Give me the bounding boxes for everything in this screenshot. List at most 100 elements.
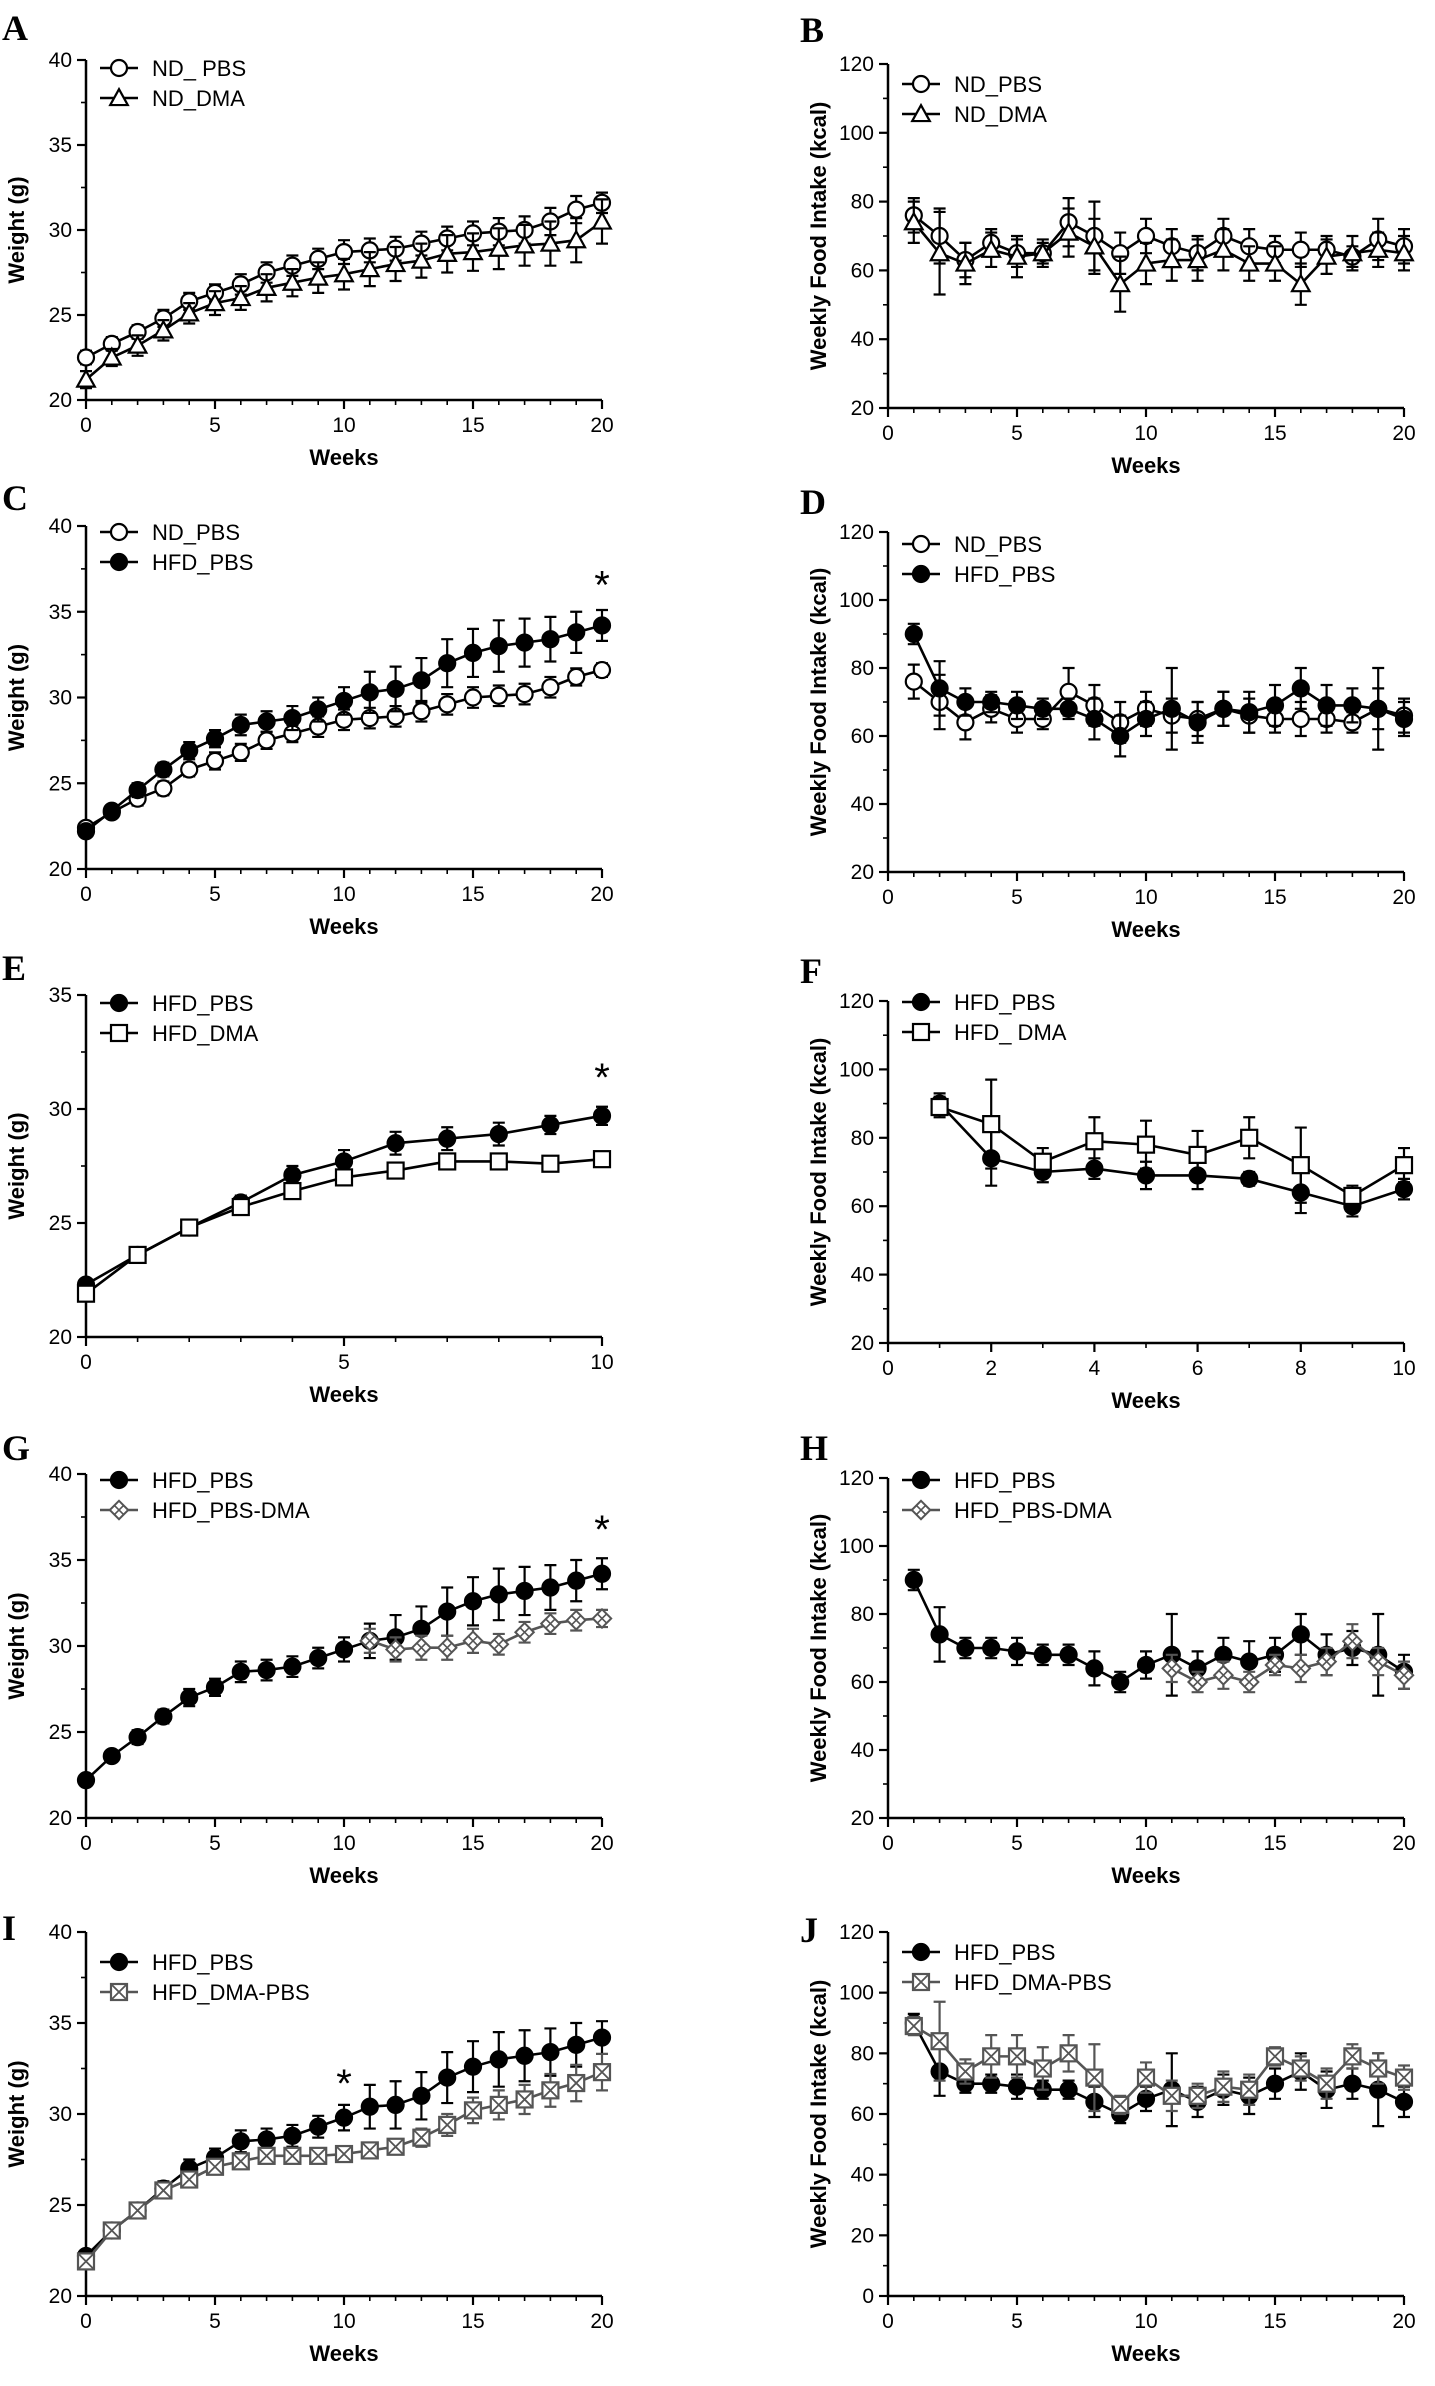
panel-g-legend-entry-2: HFD_PBS-DMA: [100, 1498, 310, 1523]
panel-i-series-2-point: [154, 2181, 173, 2200]
panel-g-legend-marker-cross: [113, 1504, 125, 1516]
panel-g-series-1-point: [257, 1660, 276, 1680]
panel-c-series-1-point: [438, 695, 457, 714]
panel-h-legend-entry-1: HFD_PBS: [902, 1468, 1055, 1493]
panel-f-series-2-point: [1033, 1152, 1052, 1171]
panel-b-series-2-point: [954, 252, 977, 272]
panel-a-series-1-point: [567, 200, 586, 219]
panel-e-significance-star: *: [594, 1056, 610, 1100]
panel-c-series-2-point: [463, 643, 483, 663]
panel-c-ytick-label: 35: [49, 601, 72, 624]
panel-h-series-1-point: [1111, 1672, 1130, 1692]
panel-e-series-2: [76, 1150, 612, 1303]
panel-g-series-2-point-cross: [442, 1642, 453, 1653]
panel-i-series-2-point: [128, 2201, 147, 2220]
panel-g-xtick-label: 10: [332, 1832, 355, 1855]
panel-c-series-2: [76, 608, 612, 841]
panel-h-series-2-point: [1238, 1671, 1260, 1693]
panel-a-series-2-point-shape: [384, 252, 407, 273]
panel-b-legend-label: ND_PBS: [954, 72, 1042, 97]
panel-i-series-2-point-cross: [567, 2074, 585, 2092]
panel-h-series-1-point-shape: [1059, 1645, 1078, 1664]
panel-h-xlabel: Weeks: [1111, 1863, 1180, 1888]
panel-e-xlabel: Weeks: [309, 1382, 378, 1407]
panel-c-significance-star: *: [594, 563, 610, 607]
panel-i-ytick-label: 35: [49, 2012, 72, 2035]
panel-j-series-2-point-cross: [1317, 2075, 1336, 2093]
panel-g-series-2-point-cross: [416, 1642, 427, 1653]
panel-g-series-1-point-shape: [567, 1571, 586, 1590]
panel-g-series-2-point-cross: [596, 1613, 608, 1624]
panel-c-series-1-point-shape: [180, 760, 199, 779]
panel-b-series-2-point: [1238, 252, 1260, 272]
panel-j-series-1-point-shape: [1007, 2077, 1027, 2096]
panel-i-series-1-point-shape: [360, 2097, 379, 2116]
panel-j-series-2-point-cross: [982, 2047, 1000, 2066]
panel-f-series-1-point: [1394, 1179, 1414, 1199]
panel-j-series-2-point: [1369, 2059, 1388, 2078]
panel-i-series-2-point-cross: [77, 2252, 95, 2271]
panel-b-series-2-point: [1341, 242, 1364, 262]
panel-f-series-2-point-shape: [1188, 1145, 1207, 1165]
panel-i-series-1-point-shape: [412, 2086, 431, 2105]
panel-j-series-1-point: [1394, 2092, 1414, 2111]
panel-i-series-2-point-cross: [154, 2181, 173, 2200]
panel-b-series-2-point: [1083, 235, 1106, 255]
panel-f-series-2-point-shape: [1033, 1152, 1052, 1171]
panel-a-series-1-point-shape: [76, 348, 96, 367]
panel-j-series-2-point: [1059, 2044, 1078, 2063]
panel-b-xtick-label: 5: [1011, 422, 1023, 445]
panel-g-legend-label: HFD_PBS-DMA: [152, 1498, 310, 1523]
panel-d-series-2-point-shape: [982, 692, 1001, 712]
panel-f-series-1-line: [938, 1102, 1405, 1208]
panel-h-series-1-point-shape: [904, 1570, 923, 1590]
panel-g-series-1-point-shape: [283, 1657, 302, 1676]
panel-g-series-2-point-cross: [364, 1635, 375, 1647]
panel-d-xtick-label: 15: [1263, 886, 1286, 909]
panel-g-series-2-point: [488, 1633, 510, 1655]
panel-b-series-2-point: [1135, 252, 1157, 272]
panel-i-series-2-point-cross: [412, 2129, 431, 2147]
panel-j-series-2: [904, 2000, 1414, 2116]
panel-h-series-1-point: [1059, 1645, 1078, 1664]
panel-g-series-1-point: [205, 1678, 225, 1697]
panel-f-series-2-point: [1240, 1128, 1259, 1147]
panel-i-xlabel: Weeks: [309, 2341, 378, 2366]
panel-d-series-1-point-shape: [956, 713, 975, 732]
panel-a-xlabel: Weeks: [309, 445, 378, 470]
panel-j-series-1-point-shape: [1265, 2074, 1285, 2093]
panel-c-series-2-point: [257, 712, 276, 731]
panel-h-xtick-label: 20: [1392, 1832, 1415, 1855]
panel-c-series-2-point: [205, 729, 225, 748]
panel-i-series-1-point: [438, 2068, 457, 2087]
panel-e-series-2-point: [541, 1154, 560, 1173]
panel-j-series-2-point-cross: [1163, 2087, 1181, 2105]
panel-b-ytick-label: 40: [851, 328, 874, 351]
panel-b-series-2-point: [1367, 238, 1389, 258]
panel-d-legend-entry-2: HFD_PBS: [902, 562, 1055, 587]
panel-g-series-1-point-shape: [309, 1648, 328, 1668]
panel-d-legend-entry-1: ND_PBS: [902, 532, 1042, 557]
panel-b-ytick-label: 100: [839, 122, 874, 145]
panel-i: I 20 25 30 35 40 0 5 10 15 20 Weeks Weight (g) HFD_PB…: [2, 1908, 614, 2366]
panel-h-series-2-line: [1171, 1639, 1405, 1684]
panel-h-series-1-point: [1240, 1652, 1259, 1671]
panel-d-series-2-point: [982, 692, 1001, 712]
panel-i-series-2-point: [205, 2157, 225, 2176]
panel-i-series-2-point-cross: [386, 2138, 405, 2156]
panel-f-legend-marker-shape: [911, 1022, 931, 1042]
panel-d-legend-marker: [911, 564, 931, 584]
panel-c-ytick-label: 30: [49, 687, 72, 710]
panel-c-legend-entry-2: HFD_PBS: [100, 550, 253, 575]
panel-a-series-2-point: [488, 237, 510, 257]
panel-g-series-1: [76, 1557, 612, 1790]
panel-a-xtick-label: 5: [209, 414, 221, 437]
panel-c-series-1-point: [205, 751, 225, 771]
panel-c-series-2-point-shape: [334, 691, 354, 711]
panel-i-series-1-point: [567, 2035, 586, 2054]
panel-c-series-2-point-shape: [76, 822, 96, 841]
panel-c-series-1-point: [489, 686, 508, 705]
panel-d-xtick-label: 0: [882, 886, 894, 909]
panel-i-series-1-point: [309, 2117, 328, 2136]
